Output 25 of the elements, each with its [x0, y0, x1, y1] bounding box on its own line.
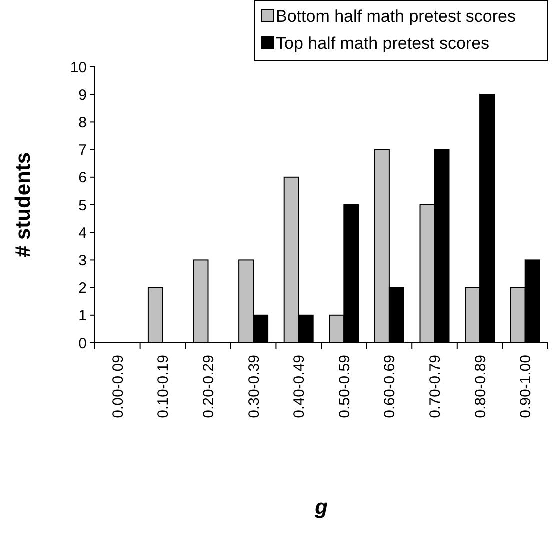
x-tick-label: 0.20-0.29 [200, 355, 218, 418]
x-tick-label: 0.10-0.19 [155, 355, 172, 418]
y-tick-label: 10 [70, 59, 87, 76]
x-tick-label: 0.90-1.00 [518, 355, 535, 418]
legend-label: Top half math pretest scores [276, 34, 490, 53]
legend-label: Bottom half math pretest scores [276, 6, 516, 26]
x-axis-title: g [314, 496, 328, 519]
y-tick-label: 6 [78, 170, 87, 187]
y-tick-label: 7 [78, 142, 87, 160]
y-tick-label: 2 [78, 280, 87, 298]
y-tick-label: 0 [78, 335, 87, 352]
y-tick-label: 4 [78, 224, 87, 242]
x-tick-label: 0.80-0.89 [472, 355, 490, 418]
y-tick-label: 9 [78, 86, 87, 104]
y-tick-label: 1 [78, 308, 87, 325]
y-tick-label: 3 [78, 252, 87, 270]
x-tick-label: 0.30-0.39 [246, 355, 263, 418]
x-tick-label: 0.40-0.49 [291, 355, 308, 418]
x-tick-label: 0.70-0.79 [427, 355, 444, 418]
y-axis-title: # students [12, 152, 35, 258]
y-tick-label: 8 [78, 114, 87, 132]
x-tick-label: 0.60-0.69 [382, 355, 399, 418]
x-tick-label: 0.00-0.09 [110, 355, 127, 418]
x-tick-label: 0.50-0.59 [336, 355, 354, 418]
y-tick-label: 5 [78, 197, 87, 214]
